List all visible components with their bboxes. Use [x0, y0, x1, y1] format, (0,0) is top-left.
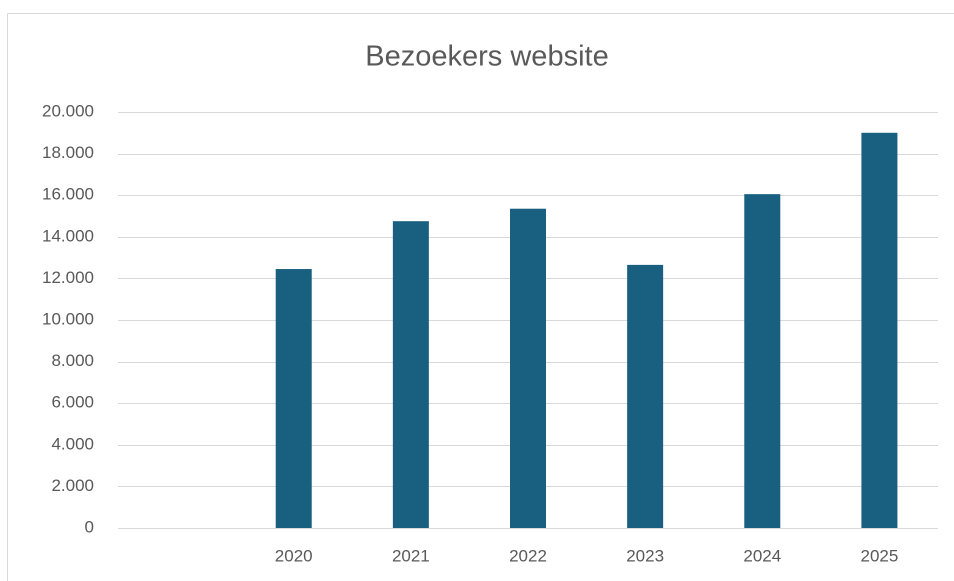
bar: [392, 221, 429, 528]
y-tick-label: 6.000: [51, 393, 94, 412]
bar: [744, 194, 781, 528]
x-tick-label: 2022: [509, 546, 547, 565]
y-tick-label: 18.000: [42, 143, 94, 162]
x-tick-label: 2021: [392, 546, 430, 565]
bar: [861, 132, 898, 529]
y-tick-label: 10.000: [42, 309, 94, 328]
y-tick-label: 8.000: [51, 351, 94, 370]
bar: [510, 208, 546, 528]
y-tick-label: 14.000: [42, 226, 94, 245]
chart-title: Bezoekers website: [365, 41, 608, 73]
y-tick-label: 20.000: [42, 101, 94, 120]
x-tick-label: 2020: [275, 546, 313, 565]
x-tick-label: 2024: [743, 546, 781, 565]
y-tick-label: 12.000: [42, 268, 94, 287]
y-tick-label: 2.000: [51, 476, 94, 495]
y-tick-label: 0: [85, 517, 94, 536]
x-tick-label: 2023: [626, 546, 664, 565]
y-tick-label: 4.000: [51, 434, 94, 453]
x-tick-label: 2025: [861, 546, 899, 565]
bar: [275, 269, 312, 528]
bar: [627, 264, 664, 528]
y-tick-label: 16.000: [42, 185, 94, 204]
